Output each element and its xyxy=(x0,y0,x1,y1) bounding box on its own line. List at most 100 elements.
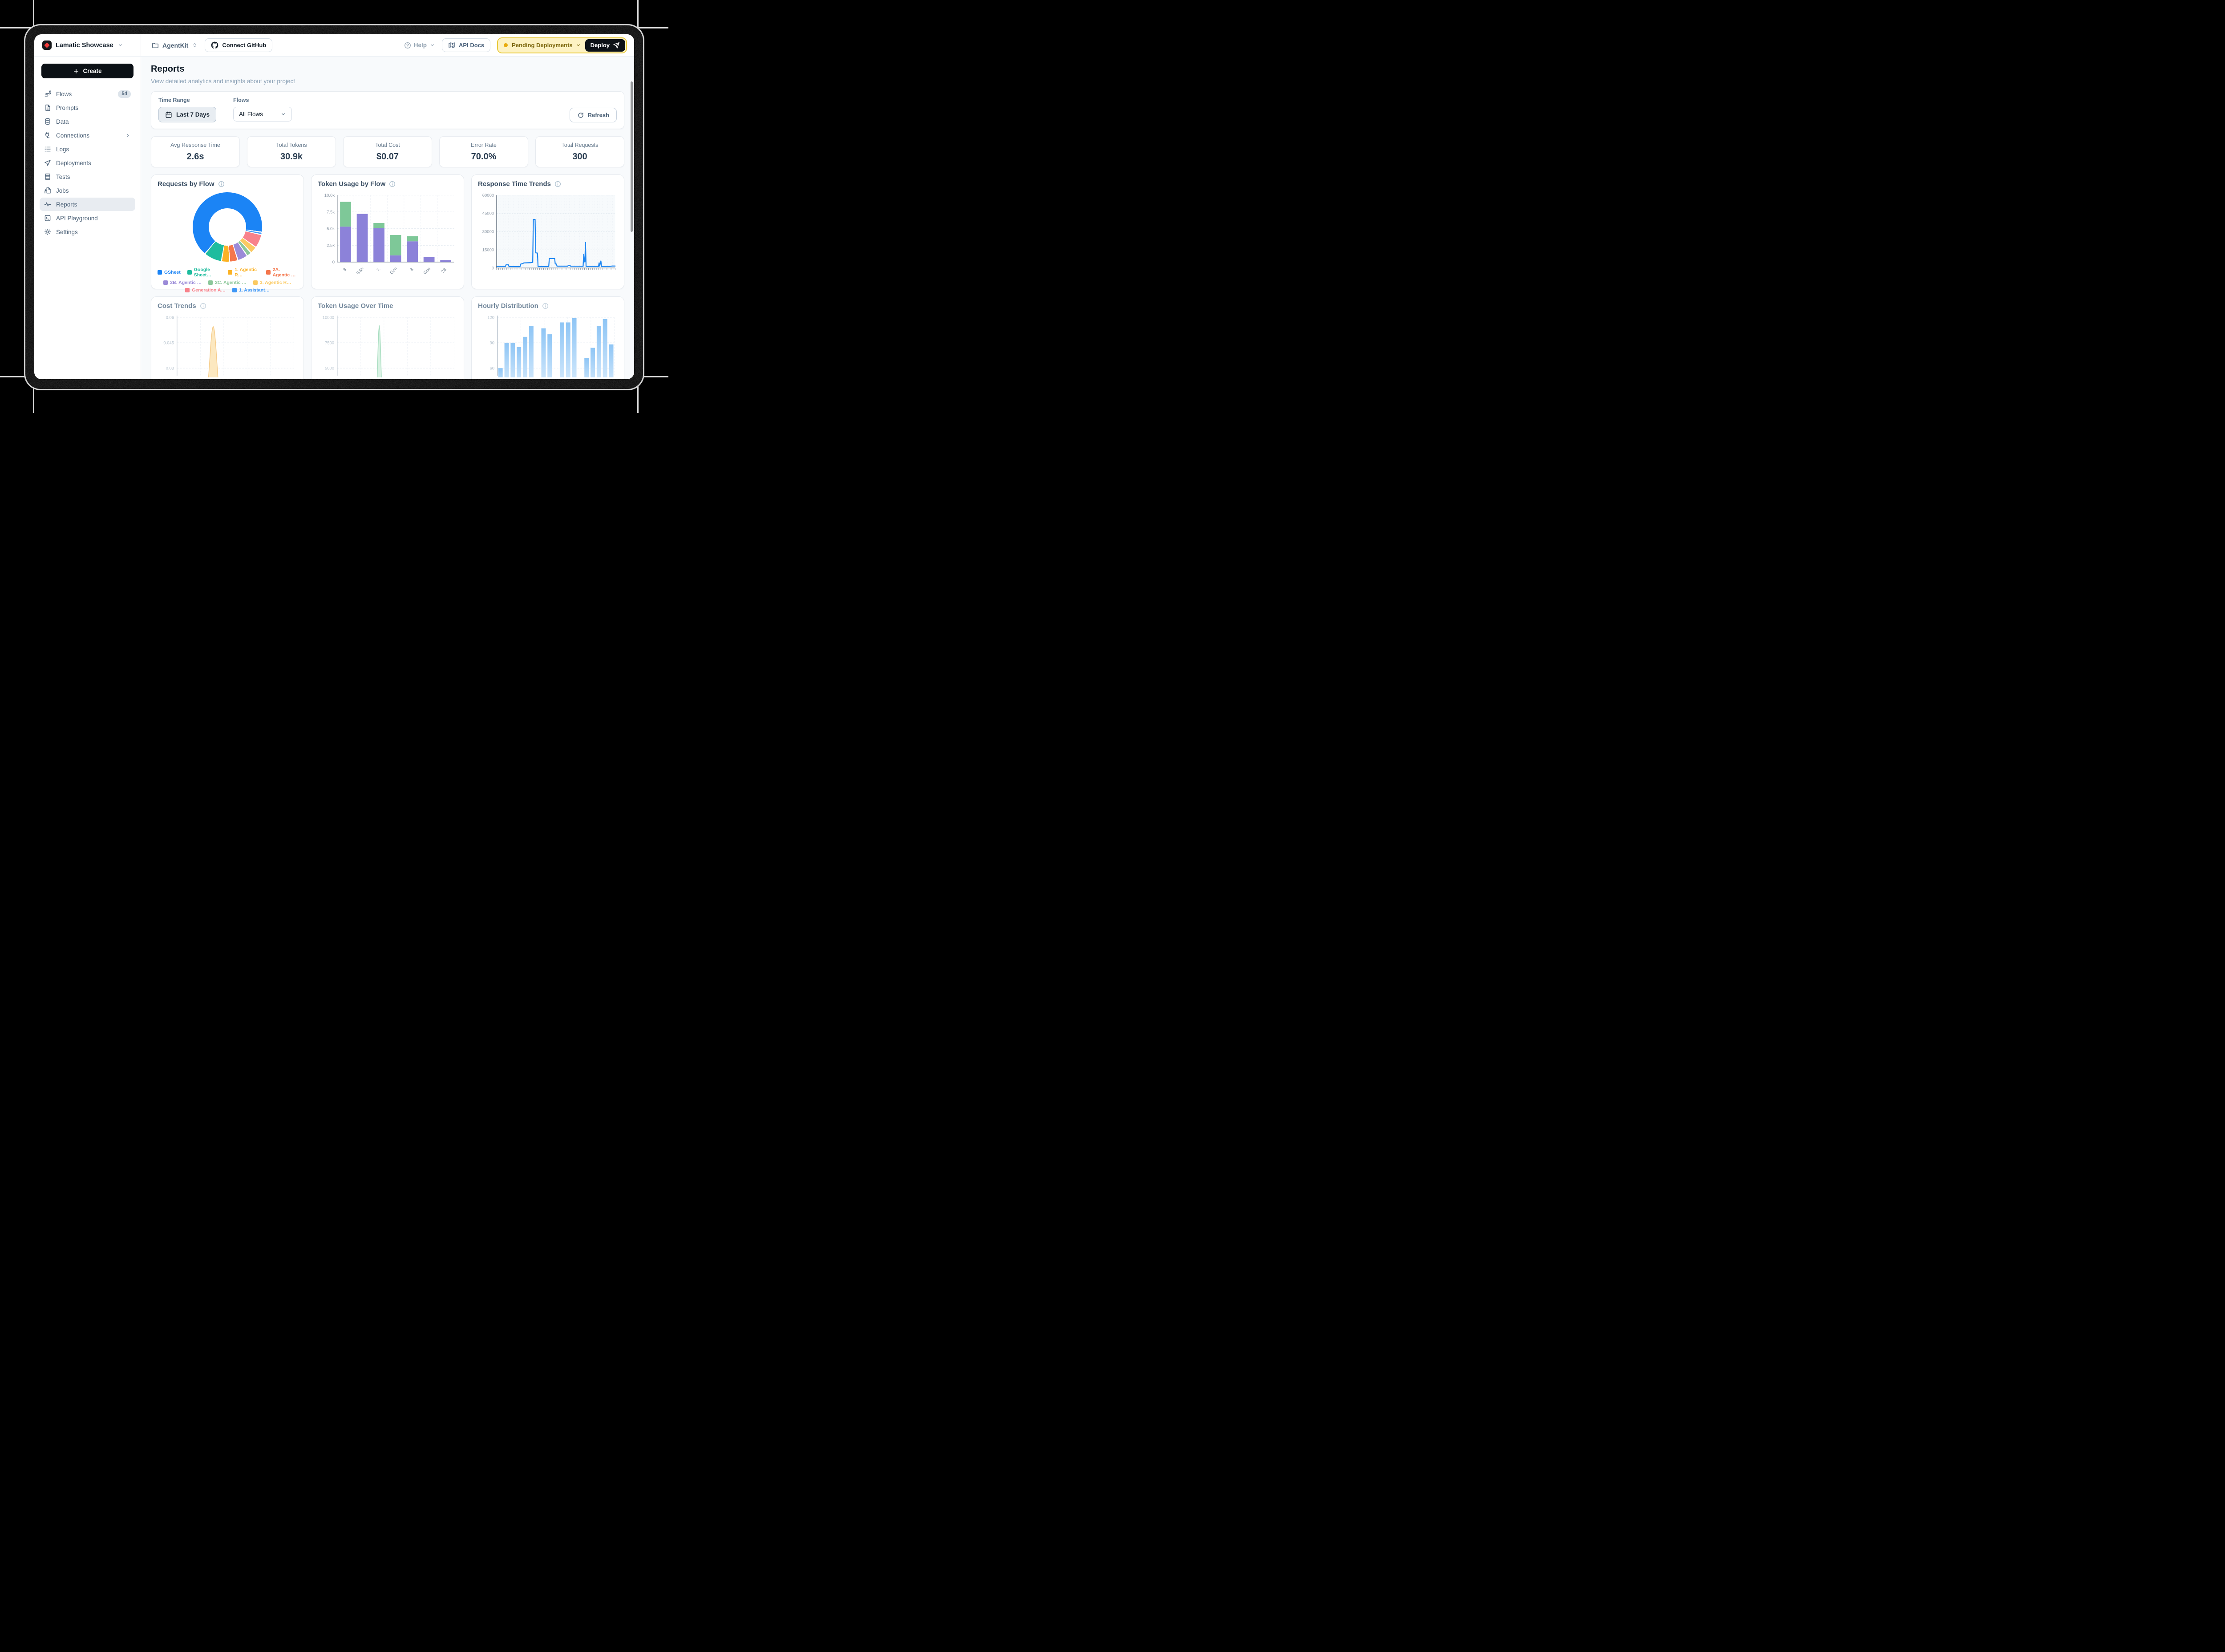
legend-item[interactable]: 1. Agentic R… xyxy=(228,267,259,278)
svg-text:GSh: GSh xyxy=(356,266,365,275)
settings-icon xyxy=(44,228,51,235)
help-menu[interactable]: Help xyxy=(404,42,435,49)
stat-value: 30.9k xyxy=(280,151,303,162)
project-switcher[interactable]: Lamatic Showcase xyxy=(34,34,141,57)
chart-title: Cost Trends xyxy=(158,302,196,310)
pending-dot-icon xyxy=(504,43,508,47)
sidebar-item-tests[interactable]: Tests xyxy=(40,170,135,183)
info-icon[interactable] xyxy=(554,181,561,187)
page-subtitle: View detailed analytics and insights abo… xyxy=(151,78,295,85)
info-icon[interactable] xyxy=(200,303,206,309)
legend-label: GSheet xyxy=(164,270,181,275)
stat-card-total-requests: Total Requests 300 xyxy=(535,136,624,167)
chart-card-token-usage-over-time: Token Usage Over Time 10000 7500 5000 xyxy=(311,296,464,379)
sidebar-item-label: Deployments xyxy=(56,159,91,166)
legend-swatch-icon xyxy=(185,288,190,292)
time-range-button[interactable]: Last 7 Days xyxy=(158,107,217,122)
api-docs-icon xyxy=(448,42,455,49)
create-button[interactable]: Create xyxy=(41,64,134,78)
svg-text:0.045: 0.045 xyxy=(163,340,174,345)
legend-swatch-icon xyxy=(232,288,237,292)
sidebar-item-label: Flows xyxy=(56,90,72,97)
stat-label: Total Requests xyxy=(561,142,599,148)
jobs-icon xyxy=(44,187,51,194)
workspace-name: AgentKit xyxy=(162,41,189,49)
chart-card-cost-trends: Cost Trends 0.06 0.045 0.03 xyxy=(151,296,304,379)
svg-text:0: 0 xyxy=(492,266,494,271)
sidebar: Create Flows 54 Prompts Data Connections Logs… xyxy=(34,57,141,379)
legend-item[interactable]: 1. Assistant… xyxy=(232,287,270,293)
deployments-icon xyxy=(44,159,51,166)
stat-value: 300 xyxy=(572,151,587,162)
token-usage-by-flow-chart: 0 2.5k 5.0k 7.5k 10.0k 3. GSh 1. Gen 3. Goo 2B. xyxy=(324,193,454,276)
data-icon xyxy=(44,118,51,125)
sidebar-item-api-playground[interactable]: API Playground xyxy=(40,211,135,225)
response-time-trends-chart: 0 15000 30000 45000 60000 xyxy=(482,193,616,271)
legend-item[interactable]: Google Sheet… xyxy=(187,267,221,278)
svg-text:30000: 30000 xyxy=(482,230,494,235)
chevron-updown-icon xyxy=(192,42,198,48)
svg-text:2B.: 2B. xyxy=(441,266,449,274)
stat-value: $0.07 xyxy=(376,151,399,162)
sidebar-item-logs[interactable]: Logs xyxy=(40,142,135,156)
legend-label: 2A. Agentic … xyxy=(272,267,296,278)
legend-item[interactable]: GSheet xyxy=(158,267,181,278)
legend-label: 1. Assistant… xyxy=(239,287,270,293)
legend-item[interactable]: 2C. Agentic … xyxy=(208,280,247,285)
connections-icon xyxy=(44,132,51,139)
api-docs-button[interactable]: API Docs xyxy=(442,38,491,52)
sidebar-item-label: Jobs xyxy=(56,187,69,194)
lamatic-logo-icon xyxy=(42,40,52,50)
svg-text:90: 90 xyxy=(490,340,495,345)
pending-chevron-down-icon[interactable] xyxy=(575,42,581,48)
svg-text:7500: 7500 xyxy=(325,340,334,345)
sidebar-item-jobs[interactable]: Jobs xyxy=(40,184,135,197)
project-chevron-down-icon[interactable] xyxy=(117,42,123,48)
legend-label: 3. Agentic R… xyxy=(259,280,291,285)
stat-card-total-tokens: Total Tokens 30.9k xyxy=(247,136,336,167)
info-icon[interactable] xyxy=(218,181,225,187)
flows-select[interactable]: All Flows xyxy=(233,107,292,121)
svg-text:7.5k: 7.5k xyxy=(327,210,335,215)
chevron-right-icon xyxy=(125,133,131,138)
legend-item[interactable]: 2B. Agentic … xyxy=(163,280,202,285)
legend-swatch-icon xyxy=(208,280,213,285)
filters-card: Time Range Last 7 Days Flows All Flows xyxy=(151,91,624,129)
sidebar-item-prompts[interactable]: Prompts xyxy=(40,101,135,114)
legend-item[interactable]: 3. Agentic R… xyxy=(253,280,291,285)
svg-text:0.03: 0.03 xyxy=(166,366,174,371)
time-range-label: Time Range xyxy=(158,97,190,103)
github-icon xyxy=(211,41,218,49)
svg-text:10000: 10000 xyxy=(323,315,334,320)
sidebar-item-connections[interactable]: Connections xyxy=(40,129,135,142)
deploy-button[interactable]: Deploy xyxy=(585,39,625,52)
charts-row-2: Cost Trends 0.06 0.045 0.03 Token Usage Ov… xyxy=(151,296,624,379)
project-name: Lamatic Showcase xyxy=(56,41,113,49)
requests-by-flow-donut[interactable] xyxy=(193,192,262,262)
sidebar-item-label: Data xyxy=(56,118,69,125)
pending-deployments-pill[interactable]: Pending Deployments Deploy xyxy=(497,37,627,53)
playground-icon xyxy=(44,215,51,222)
sidebar-item-reports[interactable]: Reports xyxy=(40,198,135,211)
legend-item[interactable]: Generation A… xyxy=(185,287,226,293)
info-icon[interactable] xyxy=(389,181,396,187)
send-icon xyxy=(613,42,620,49)
legend-label: 1. Agentic R… xyxy=(235,267,257,278)
flows-filter-label: Flows xyxy=(233,97,249,103)
sidebar-item-flows[interactable]: Flows 54 xyxy=(40,87,135,101)
tests-icon xyxy=(44,173,51,180)
stat-value: 70.0% xyxy=(471,151,497,162)
sidebar-item-deployments[interactable]: Deployments xyxy=(40,156,135,170)
sidebar-item-data[interactable]: Data xyxy=(40,115,135,128)
chart-title: Token Usage Over Time xyxy=(318,302,393,310)
legend-item[interactable]: 2A. Agentic … xyxy=(266,267,297,278)
sidebar-item-settings[interactable]: Settings xyxy=(40,225,135,239)
vertical-scrollbar[interactable] xyxy=(631,81,633,232)
refresh-button[interactable]: Refresh xyxy=(569,108,617,122)
legend-label: 2C. Agentic … xyxy=(215,280,247,285)
stat-card-error-rate: Error Rate 70.0% xyxy=(439,136,528,167)
svg-text:3.: 3. xyxy=(409,266,415,272)
connect-github-button[interactable]: Connect GitHub xyxy=(205,38,273,52)
workspace-selector[interactable]: AgentKit xyxy=(152,42,198,49)
info-icon[interactable] xyxy=(542,303,549,309)
